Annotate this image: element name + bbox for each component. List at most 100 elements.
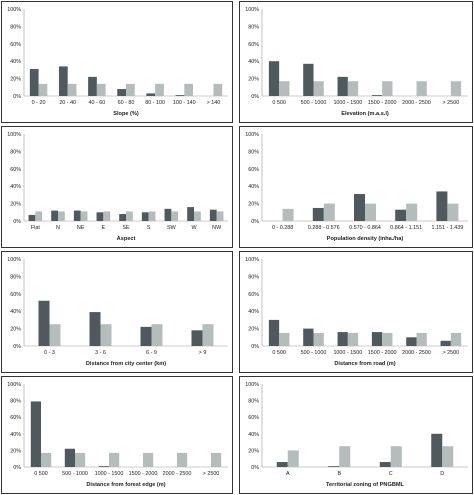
- bar-dark: [268, 319, 280, 346]
- y-tick-label: 100%: [7, 7, 21, 13]
- bar-light: [347, 81, 359, 96]
- x-tick-label: W: [191, 225, 197, 231]
- y-tick-label: 80%: [10, 399, 21, 405]
- x-tick-label: NW: [212, 225, 222, 231]
- bar-light: [447, 203, 459, 221]
- bar-light: [279, 81, 290, 96]
- chart-svg: 0% 20% 40% 60% 80% 100% 0 - 20 20 - 40 40 - 60 60…: [7, 7, 228, 117]
- bar-light: [41, 452, 52, 467]
- bar-light: [279, 332, 290, 346]
- y-tick-label: 20%: [248, 327, 259, 333]
- x-tick-label: 0.864 - 1.151: [390, 225, 422, 231]
- x-tick-label: 1.151 - 1.439: [432, 225, 464, 231]
- bar-light: [347, 332, 359, 346]
- y-tick-label: 60%: [10, 167, 21, 173]
- bar-dark: [146, 93, 156, 96]
- y-tick-label: 40%: [248, 432, 259, 438]
- y-tick-label: 100%: [245, 382, 259, 388]
- bar-light: [143, 452, 154, 467]
- x-tick-label: 0 500: [272, 350, 286, 356]
- x-tick-label: 0 500: [272, 100, 286, 106]
- chart-panel: 0% 20% 40% 60% 80% 100% 0 - 3 3 - 6 6 - 9 > 9 Dist…: [1, 251, 233, 373]
- y-tick-label: 40%: [248, 59, 259, 65]
- bar-light: [382, 81, 393, 96]
- x-tick-label: > 2500: [203, 471, 220, 477]
- bar-light: [416, 81, 427, 96]
- bar-dark: [406, 337, 417, 346]
- x-tick-label: 500 - 1000: [62, 471, 88, 477]
- y-tick-label: 80%: [248, 24, 259, 30]
- x-tick-label: 0 - 20: [32, 100, 46, 106]
- y-tick-label: 100%: [7, 382, 21, 388]
- y-tick-label: 40%: [10, 432, 21, 438]
- x-tick-label: Flat: [31, 225, 40, 231]
- chart-svg: 0% 20% 40% 60% 80% 100% 0 500 500 - 1000 1000 - …: [7, 382, 228, 488]
- chart-svg: 0% 20% 40% 60% 80% 100% Flat N NE E SE S SW W NW Aspect: [7, 132, 228, 242]
- x-tick-label: 6 - 9: [146, 350, 157, 356]
- bar-dark: [431, 433, 443, 467]
- x-axis-title: Population density (inha./ha): [327, 236, 404, 242]
- bar-light: [282, 208, 294, 221]
- y-tick-label: 100%: [245, 257, 259, 263]
- bar-dark: [371, 332, 383, 346]
- x-tick-label: 2000 - 2500: [402, 350, 431, 356]
- bar-light: [67, 83, 77, 96]
- chart-svg: 0% 20% 40% 60% 80% 100% A B C D Territorial zoning…: [245, 382, 468, 488]
- bar-light: [103, 211, 111, 221]
- bar-dark: [395, 209, 407, 221]
- x-tick-label: 20 - 40: [59, 100, 76, 106]
- y-tick-label: 60%: [248, 167, 259, 173]
- x-tick-label: 1500 - 2000: [368, 350, 397, 356]
- y-tick-label: 20%: [248, 448, 259, 454]
- bar-light: [213, 83, 223, 96]
- y-tick-label: 60%: [248, 292, 259, 298]
- y-tick-label: 20%: [10, 202, 21, 208]
- x-tick-label: 0 - 3: [44, 350, 55, 356]
- bar-dark: [58, 66, 68, 96]
- x-tick-label: 40 - 60: [88, 100, 105, 106]
- bar-light: [148, 211, 156, 221]
- x-tick-label: 1000 - 1500: [333, 100, 362, 106]
- y-tick-label: 100%: [7, 132, 21, 138]
- chart-svg: 0% 20% 40% 60% 80% 100% 0 500 500 - 1000 1000 - …: [245, 7, 468, 117]
- y-tick-label: 20%: [10, 77, 21, 83]
- bar-dark: [28, 214, 36, 221]
- x-axis-title: Distance from city center (km): [86, 361, 166, 367]
- x-tick-label: > 9: [199, 350, 207, 356]
- y-tick-label: 40%: [10, 184, 21, 190]
- bar-dark: [30, 401, 41, 467]
- bar-dark: [354, 194, 365, 221]
- bar-dark: [96, 212, 104, 221]
- bar-light: [450, 81, 462, 96]
- bar-light: [75, 452, 86, 467]
- bar-dark: [98, 466, 109, 467]
- bar-dark: [89, 312, 101, 346]
- bar-dark: [88, 76, 97, 96]
- bar-dark: [175, 95, 185, 96]
- x-tick-label: 2000 - 2500: [163, 471, 192, 477]
- chart-panel: 0% 20% 40% 60% 80% 100% A B C D Territorial zoning…: [239, 376, 473, 494]
- bar-light: [313, 81, 324, 96]
- x-tick-label: 3 - 6: [95, 350, 106, 356]
- bar-dark: [164, 208, 172, 221]
- bar-light: [202, 324, 214, 346]
- bar-light: [126, 211, 133, 221]
- bar-light: [49, 324, 61, 346]
- x-axis-title: Aspect: [117, 236, 136, 242]
- bar-dark: [141, 212, 149, 221]
- x-tick-label: 0.570 - 0.864: [349, 225, 381, 231]
- y-tick-label: 100%: [7, 257, 21, 263]
- y-tick-label: 20%: [248, 202, 259, 208]
- y-tick-label: 60%: [10, 292, 21, 298]
- x-tick-label: 1000 - 1500: [333, 350, 362, 356]
- x-axis-title: Slope (%): [113, 111, 139, 117]
- bar-light: [109, 452, 120, 467]
- bar-light: [287, 450, 299, 467]
- x-axis-title: Distance from road (m): [334, 361, 395, 367]
- x-tick-label: 500 - 1000: [301, 100, 327, 106]
- x-tick-label: 500 - 1000: [301, 350, 327, 356]
- chart-panel: 0% 20% 40% 60% 80% 100% 0 500 500 - 1000 1000 - …: [1, 376, 233, 494]
- bar-light: [442, 446, 454, 467]
- x-tick-label: 1500 - 2000: [368, 100, 397, 106]
- y-tick-label: 80%: [10, 274, 21, 280]
